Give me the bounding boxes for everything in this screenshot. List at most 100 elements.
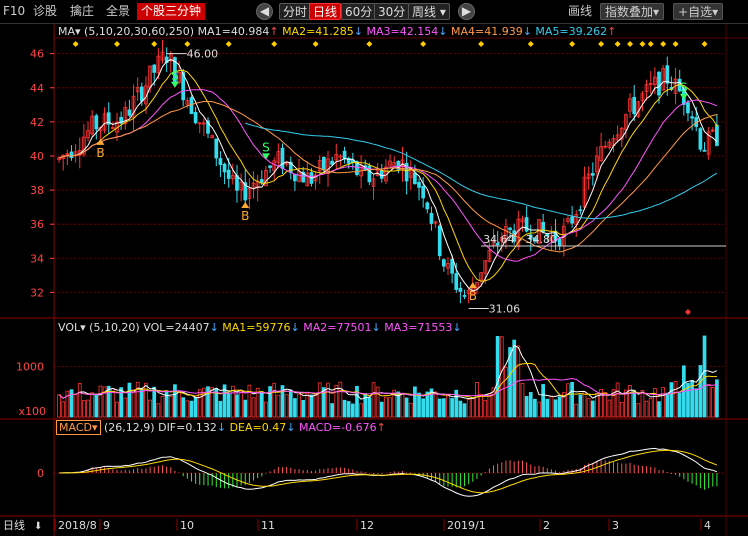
candle [653, 76, 657, 85]
chevron-down-icon[interactable]: ▾ [75, 25, 81, 38]
back-icon[interactable]: ◀ [256, 3, 273, 20]
volume-bar [375, 386, 380, 418]
date-tick-label: 3 [612, 519, 619, 532]
candle [495, 243, 500, 246]
ma-indicator-name[interactable]: MA [58, 25, 76, 38]
candle [640, 93, 645, 101]
candle [210, 135, 215, 139]
search-button[interactable]: 擒庄 [70, 4, 95, 18]
candle [417, 182, 421, 188]
volume-bar [533, 398, 537, 418]
candle [404, 162, 409, 182]
candle [197, 122, 202, 125]
arrow-down-icon: ↓ [290, 321, 300, 334]
volume-bar [106, 385, 111, 418]
candle [268, 165, 272, 168]
ma3-line [58, 89, 718, 262]
date-tick-label: 2018/8 [58, 519, 97, 532]
ma1-line [58, 58, 718, 292]
macd-indicator-name: MACD [59, 421, 92, 434]
period-tab-weekly[interactable]: 周线 ▾ [408, 3, 450, 20]
candle [355, 161, 359, 176]
candle [524, 217, 529, 232]
chevron-down-icon[interactable]: ▾ [80, 321, 86, 334]
volume-bar [603, 392, 608, 418]
price-tick-label: 44 [30, 82, 44, 95]
volume-bar [611, 389, 616, 418]
add-watchlist-dropdown[interactable]: +自选▾ [673, 3, 724, 20]
volume-bar [479, 393, 483, 418]
candle [111, 127, 115, 129]
volume-bar [177, 390, 181, 418]
candle [168, 53, 173, 62]
candle [499, 237, 504, 242]
candle [673, 78, 678, 94]
date-tick-label: 10 [180, 519, 194, 532]
candle [657, 71, 661, 96]
volume-bar [371, 382, 376, 418]
vol-indicator-name[interactable]: VOL [58, 321, 81, 334]
period-tab-60min[interactable]: 60分 [341, 3, 377, 20]
intraday-3min-button[interactable]: 个股三分钟 [137, 3, 206, 20]
diagnose-button[interactable]: 诊股 [33, 4, 58, 18]
candle [127, 109, 132, 116]
candle [222, 163, 227, 173]
signal-diamond [72, 41, 79, 47]
date-tick-label: 4 [704, 519, 711, 532]
candle [632, 96, 637, 115]
candle [541, 221, 546, 233]
arrow-down-icon: ↓ [438, 25, 448, 38]
range-label: 34.64 - 34.80 [483, 233, 557, 246]
volume-bar [322, 387, 326, 418]
volume-bar [698, 365, 703, 418]
candle [330, 160, 334, 165]
candle [65, 153, 70, 156]
index-overlay-dropdown[interactable]: 指数叠加▾ [600, 3, 665, 20]
full-view-button[interactable]: 全景 [106, 4, 131, 18]
signal-diamond [271, 41, 278, 47]
candle [582, 176, 587, 208]
sell-arrow-icon [679, 93, 688, 100]
vol-value: VOL=24407 [143, 321, 210, 334]
draw-line-button[interactable]: 画线 [568, 4, 593, 18]
volume-bar [421, 398, 426, 418]
volume-tick-label: 1000 [16, 360, 44, 373]
candle [442, 259, 446, 267]
volume-bar [222, 384, 227, 418]
volume-bar [495, 336, 500, 418]
period-tab-intraday[interactable]: 分时 [279, 3, 312, 20]
volume-bar [619, 401, 624, 418]
volume-bar [268, 386, 272, 418]
date-tick-label: 9 [103, 519, 110, 532]
volume-bar [326, 382, 330, 418]
period-tab-30min[interactable]: 30分 [374, 3, 410, 20]
candle [123, 107, 128, 125]
candle [181, 72, 186, 101]
volume-bar [669, 382, 674, 418]
macd-params: (26,12,9) [104, 421, 155, 434]
price-tick-label: 32 [30, 286, 44, 299]
candle [628, 98, 632, 112]
macd-tick-label: 0 [37, 467, 44, 480]
volume-bar [437, 398, 442, 418]
forward-icon[interactable]: ▶ [458, 3, 475, 20]
candle [193, 112, 198, 124]
volume-bar [206, 386, 210, 418]
signal-diamond [647, 41, 654, 47]
buy-signal-label: B [241, 209, 249, 223]
volume-bar [512, 339, 517, 418]
period-tab-daily[interactable]: 日线 [309, 3, 342, 20]
volume-bar [202, 387, 206, 418]
volume-bar [139, 388, 144, 418]
price-tick-label: 38 [30, 184, 44, 197]
candle [528, 234, 533, 240]
price-tick-label: 42 [30, 116, 44, 129]
volume-bar [115, 401, 119, 418]
volume-bar [673, 381, 678, 418]
volume-bar [574, 403, 579, 418]
f10-button[interactable]: F10 [3, 4, 26, 18]
candle [624, 114, 628, 131]
macd-indicator-dropdown[interactable]: MACD▾ [56, 420, 101, 435]
signal-diamond [478, 41, 485, 47]
